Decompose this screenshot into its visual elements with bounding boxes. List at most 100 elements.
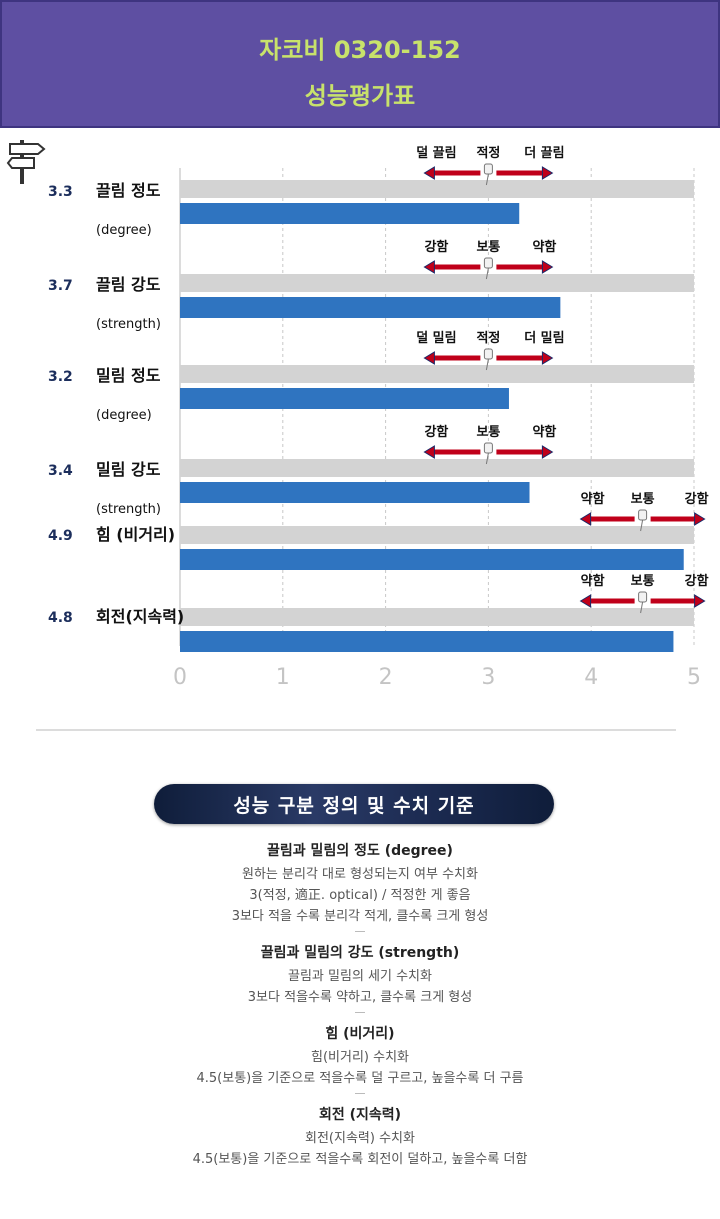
scale-arrowhead — [423, 166, 435, 180]
category-label: 밀림 정도 — [96, 366, 161, 385]
definition-section: 힘 (비거리) 힘(비거리) 수치화 4.5(보통)을 기준으로 적을수록 덜 구르… — [0, 1023, 720, 1094]
definition-separator — [355, 1093, 365, 1094]
page-subtitle: 성능평가표 — [304, 82, 416, 110]
x-tick-label: 1 — [276, 665, 290, 690]
definition-separator — [355, 931, 365, 932]
x-tick-label: 5 — [687, 665, 701, 690]
definition-heading: 힘 (비거리) — [325, 1026, 395, 1042]
x-tick-label: 0 — [173, 665, 187, 690]
pushpin-icon — [483, 257, 493, 269]
scale-label: 보통 — [476, 240, 500, 255]
pushpin-icon — [638, 509, 648, 521]
scale-label: 약함 — [532, 239, 556, 255]
scale-label: 덜 밀림 — [416, 330, 456, 346]
definition-section: 회전 (지속력) 회전(지속력) 수치화 4.5(보통)을 기준으로 적을수록 회전… — [0, 1104, 720, 1170]
definition-line: 회전(지속력) 수치화 — [305, 1131, 415, 1146]
section-divider — [36, 729, 676, 731]
definition-line: 3보다 적을수록 약하고, 클수록 크게 형성 — [247, 990, 473, 1005]
bar — [180, 388, 509, 409]
page-header: 자코비 0320-152 성능평가표 — [0, 0, 720, 128]
definition-heading: 회전 (지속력) — [318, 1107, 402, 1123]
value-label: 4.9 — [48, 528, 73, 544]
x-tick-label: 4 — [584, 665, 598, 690]
definition-separator — [355, 1012, 365, 1013]
scale-label: 보통 — [631, 492, 655, 507]
category-label: 끌림 강도 — [96, 275, 161, 294]
definitions-title-banner: 성능 구분 정의 및 수치 기준 — [154, 784, 554, 824]
pushpin-needle — [485, 452, 489, 465]
track-band — [180, 365, 694, 383]
category-label: 밀림 강도 — [96, 460, 161, 479]
scale-label: 약함 — [581, 573, 605, 589]
scale-arrowhead — [423, 351, 435, 365]
definition-line: 3(적정, 適正. optical) / 적정한 게 좋음 — [249, 888, 471, 903]
scale-label: 강함 — [424, 424, 448, 440]
definition-line: 3보다 적을 수록 분리각 적게, 클수록 크게 형성 — [231, 909, 489, 924]
category-sublabel: (degree) — [96, 408, 152, 423]
track-band — [180, 459, 694, 477]
pushpin-icon — [483, 442, 493, 454]
scale-arrowhead — [423, 260, 435, 274]
pushpin-needle — [485, 173, 489, 186]
bar — [180, 549, 684, 570]
scale-label: 더 끌림 — [524, 145, 564, 161]
value-label: 3.4 — [48, 463, 73, 479]
category-label: 회전(지속력) — [96, 607, 184, 626]
scale-arrowhead — [541, 351, 554, 365]
scale-arrowhead — [694, 512, 706, 526]
scale-arrowhead — [423, 445, 435, 459]
bar — [180, 631, 674, 652]
x-tick-label: 2 — [379, 665, 393, 690]
bar — [180, 203, 520, 224]
scale-arrowhead — [541, 260, 554, 274]
definition-line: 원하는 분리각 대로 형성되는지 여부 수치화 — [242, 867, 478, 882]
bar — [180, 482, 530, 503]
bar — [180, 297, 561, 318]
scale-arrowhead — [579, 594, 592, 608]
scale-label: 덜 끌림 — [416, 145, 456, 161]
pushpin-icon — [638, 591, 648, 603]
category-label: 끌림 정도 — [96, 181, 161, 200]
scale-label: 강함 — [685, 573, 709, 589]
scale-label: 강함 — [685, 491, 709, 507]
scale-label: 적정 — [476, 145, 500, 161]
scale-label: 약함 — [532, 424, 556, 440]
definition-line: 4.5(보통)을 기준으로 적을수록 덜 구르고, 높을수록 더 구름 — [196, 1071, 524, 1086]
pushpin-needle — [640, 519, 644, 532]
scale-label: 약함 — [581, 491, 605, 507]
scale-arrowhead — [694, 594, 706, 608]
pushpin-needle — [485, 267, 489, 280]
definition-heading: 끌림과 밀림의 정도 (degree) — [267, 843, 453, 859]
scale-label: 적정 — [476, 330, 500, 346]
signpost-board — [6, 157, 35, 169]
definition-heading: 끌림과 밀림의 강도 (strength) — [260, 945, 460, 961]
pushpin-icon — [483, 163, 493, 175]
product-title: 자코비 0320-152 — [259, 36, 461, 64]
x-tick-label: 3 — [481, 665, 495, 690]
definition-line: 힘(비거리) 수치화 — [311, 1050, 409, 1065]
pushpin-needle — [640, 601, 644, 614]
track-band — [180, 526, 694, 544]
value-label: 3.2 — [48, 369, 73, 385]
scale-arrowhead — [579, 512, 592, 526]
value-label: 3.7 — [48, 278, 73, 294]
definitions-list: 끌림과 밀림의 정도 (degree) 원하는 분리각 대로 형성되는지 여부 수… — [0, 840, 720, 1180]
definition-section: 끌림과 밀림의 정도 (degree) 원하는 분리각 대로 형성되는지 여부 수… — [0, 840, 720, 932]
category-sublabel: (degree) — [96, 223, 152, 238]
track-band — [180, 180, 694, 198]
scale-arrowhead — [541, 166, 554, 180]
scale-arrowhead — [541, 445, 554, 459]
value-label: 4.8 — [48, 610, 73, 626]
scale-label: 더 밀림 — [524, 330, 564, 346]
track-band — [180, 274, 694, 292]
scale-label: 강함 — [424, 239, 448, 255]
scale-label: 보통 — [631, 574, 655, 589]
value-label: 3.3 — [48, 184, 73, 200]
signpost-icon — [6, 140, 46, 184]
definition-line: 4.5(보통)을 기준으로 적을수록 회전이 덜하고, 높을수록 더함 — [192, 1152, 528, 1167]
performance-chart: 0 1 2 3 4 53.3 끌림 정도(degree)덜 끌림 적정 더 끌림3.7 끌림 강도… — [6, 140, 709, 690]
category-label: 힘 (비거리) — [96, 525, 175, 544]
category-sublabel: (strength) — [96, 502, 161, 517]
definitions-title: 성능 구분 정의 및 수치 기준 — [233, 795, 475, 817]
definition-line: 끌림과 밀림의 세기 수치화 — [288, 969, 432, 984]
